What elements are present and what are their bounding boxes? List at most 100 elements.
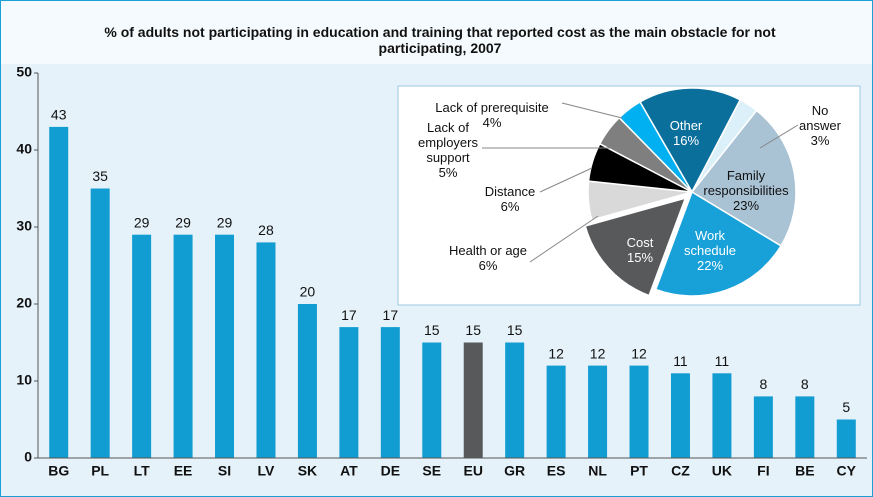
- leader-line: [759, 124, 799, 149]
- value-label: 15: [507, 322, 523, 338]
- bar: [339, 327, 359, 458]
- value-label: 12: [590, 345, 606, 361]
- x-tick-label: LV: [258, 463, 276, 479]
- pie-label-value: 15%: [626, 250, 654, 265]
- bar: [836, 419, 856, 458]
- x-tick-label: SE: [422, 463, 441, 479]
- pie-label-value: 23%: [732, 198, 760, 213]
- pie-slice: [654, 190, 782, 297]
- pie-label-value: 16%: [672, 133, 700, 148]
- bar: [132, 234, 152, 458]
- value-label: 29: [217, 214, 233, 230]
- bar: [297, 304, 317, 458]
- bar: [380, 327, 400, 458]
- pie-label-name: Work schedule: [683, 228, 737, 258]
- bar: [753, 396, 773, 458]
- pie-label-name: Family responsibilities: [703, 168, 789, 198]
- pie-slice: [638, 87, 742, 194]
- pie-label-name: Other: [669, 118, 703, 133]
- x-tick-label: LT: [134, 463, 151, 479]
- bar: [546, 365, 566, 458]
- leader-line: [529, 215, 599, 263]
- pie-label-value: 22%: [696, 258, 724, 273]
- y-tick-label: 30: [16, 218, 32, 234]
- value-label: 8: [801, 376, 809, 392]
- pie-label-value: 3%: [810, 133, 830, 148]
- x-tick-label: GR: [504, 463, 525, 479]
- y-tick-label: 40: [16, 141, 32, 157]
- pie-label-value: 5%: [438, 165, 458, 180]
- y-tick-label: 10: [16, 372, 32, 388]
- value-label: 17: [383, 307, 399, 323]
- leader-lines: [482, 102, 799, 263]
- value-label: 20: [300, 284, 316, 300]
- x-tick-label: NL: [588, 463, 607, 479]
- bar: [173, 234, 193, 458]
- value-label: 12: [631, 345, 647, 361]
- pie-label: Cost 15%: [615, 235, 665, 265]
- bar: [505, 342, 525, 458]
- pie-label-value: 6%: [478, 258, 498, 273]
- value-label: 28: [258, 222, 274, 238]
- x-tick-label: CY: [837, 463, 857, 479]
- x-tick-label: PL: [91, 463, 109, 479]
- pie-label: No answer 3%: [795, 103, 845, 148]
- bar: [712, 373, 732, 458]
- pie-label: Lack of prerequisite 4%: [422, 100, 562, 130]
- leader-line: [539, 167, 593, 193]
- x-tick-label: BG: [48, 463, 69, 479]
- pie-label: Lack of employers support 5%: [413, 120, 483, 180]
- y-tick-label: 0: [24, 449, 32, 465]
- bar: [588, 365, 608, 458]
- x-tick-label: CZ: [671, 463, 690, 479]
- x-tick-label: BE: [795, 463, 814, 479]
- pie-label-value: 6%: [500, 199, 520, 214]
- pie-slice: [690, 109, 797, 247]
- x-tick-label: PT: [630, 463, 648, 479]
- value-label: 35: [92, 168, 108, 184]
- pie-label-name: Distance: [484, 184, 536, 199]
- value-label: 17: [341, 307, 357, 323]
- bar: [256, 242, 276, 458]
- value-label: 11: [715, 353, 730, 369]
- value-label: 15: [465, 322, 481, 338]
- pie-label: Work schedule 22%: [675, 228, 745, 273]
- y-tick-label: 20: [16, 295, 32, 311]
- title-band: [1, 1, 872, 64]
- bar: [670, 373, 690, 458]
- pie-label: Distance 6%: [475, 184, 545, 214]
- pie-label-name: Lack of employers support: [418, 120, 478, 165]
- bar: [463, 342, 483, 458]
- pie-label-name: Lack of prerequisite: [435, 100, 549, 115]
- x-tick-label: FI: [757, 463, 769, 479]
- value-label: 5: [842, 399, 850, 415]
- x-tick-label: ES: [547, 463, 566, 479]
- pie-label-name: Cost: [626, 235, 654, 250]
- bar: [795, 396, 815, 458]
- pie-label-value: 4%: [482, 115, 502, 130]
- value-label: 8: [759, 376, 767, 392]
- value-label: 43: [51, 107, 67, 123]
- x-tick-label: AT: [340, 463, 358, 479]
- value-label: 11: [673, 353, 688, 369]
- y-tick-label: 50: [16, 64, 32, 80]
- pie-label-name: No answer: [799, 103, 841, 133]
- bar: [90, 188, 110, 458]
- pie-label: Other 16%: [656, 118, 716, 148]
- x-tick-label: SI: [218, 463, 231, 479]
- x-tick-label: UK: [712, 463, 732, 479]
- pie-label: Family responsibilities 23%: [694, 168, 798, 213]
- value-label: 29: [175, 214, 191, 230]
- bar: [215, 234, 235, 458]
- pie-label-name: Health or age: [448, 243, 528, 258]
- pie-slice: [584, 196, 687, 297]
- labels: 0 10 20 30 40 50 43 BG 35 PL 29 LT 29 EE 29 SI 28 LV 20 SK 1…: [16, 64, 856, 479]
- x-tick-label: EU: [463, 463, 482, 479]
- leader-line: [561, 102, 623, 119]
- value-label: 12: [548, 345, 564, 361]
- value-label: 15: [424, 322, 440, 338]
- x-tick-label: EE: [174, 463, 193, 479]
- value-label: 29: [134, 214, 150, 230]
- x-tick-label: SK: [298, 463, 317, 479]
